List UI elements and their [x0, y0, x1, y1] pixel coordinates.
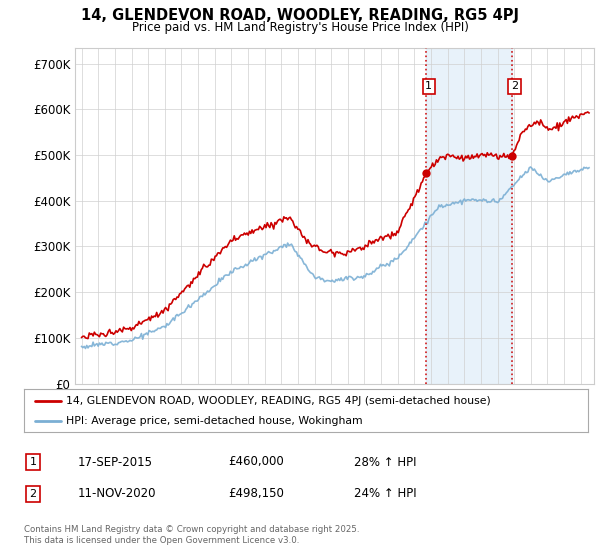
- Text: 24% ↑ HPI: 24% ↑ HPI: [354, 487, 416, 501]
- Text: Contains HM Land Registry data © Crown copyright and database right 2025.
This d: Contains HM Land Registry data © Crown c…: [24, 525, 359, 545]
- Text: 14, GLENDEVON ROAD, WOODLEY, READING, RG5 4PJ: 14, GLENDEVON ROAD, WOODLEY, READING, RG…: [81, 8, 519, 24]
- Text: 1: 1: [29, 457, 37, 467]
- Bar: [427, 48, 512, 384]
- Text: 2: 2: [29, 489, 37, 499]
- Text: 28% ↑ HPI: 28% ↑ HPI: [354, 455, 416, 469]
- Text: 2: 2: [511, 81, 518, 91]
- Text: 11-NOV-2020: 11-NOV-2020: [78, 487, 157, 501]
- Text: HPI: Average price, semi-detached house, Wokingham: HPI: Average price, semi-detached house,…: [66, 417, 363, 426]
- Text: Price paid vs. HM Land Registry's House Price Index (HPI): Price paid vs. HM Land Registry's House …: [131, 21, 469, 34]
- Text: 1: 1: [425, 81, 433, 91]
- Text: 14, GLENDEVON ROAD, WOODLEY, READING, RG5 4PJ (semi-detached house): 14, GLENDEVON ROAD, WOODLEY, READING, RG…: [66, 396, 491, 406]
- Text: £460,000: £460,000: [228, 455, 284, 469]
- Text: £498,150: £498,150: [228, 487, 284, 501]
- Text: 17-SEP-2015: 17-SEP-2015: [78, 455, 153, 469]
